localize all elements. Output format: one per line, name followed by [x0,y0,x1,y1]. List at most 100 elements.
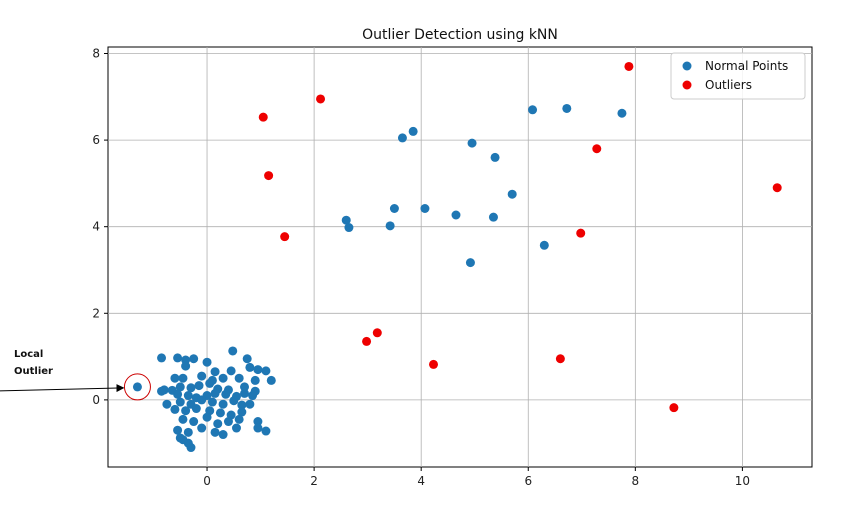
annotation-arrow [0,384,125,393]
outliers-point [576,228,586,238]
x-tick-label: 4 [417,474,425,488]
normal-points-point [170,404,180,414]
normal-points-point [178,373,188,383]
outliers-point [592,144,602,154]
annotation-label: Outlier [14,366,53,377]
normal-points-point [218,399,228,409]
outliers-point [428,359,438,369]
normal-points-point [237,407,247,417]
normal-points-point [218,373,228,383]
normal-points-point [234,373,244,383]
outliers-point [258,112,268,122]
normal-points-point [175,397,185,407]
normal-points-point [488,212,498,222]
local-outlier-annotation: Local Outlier [0,349,151,401]
y-tick-label: 4 [92,220,100,234]
normal-points-point [205,378,215,388]
normal-points-point [617,108,627,118]
normal-points-point [248,391,258,401]
x-tick-label: 10 [735,474,750,488]
y-tick-label: 8 [92,46,100,60]
y-tick-label: 0 [92,393,100,407]
normal-points-point [451,210,461,220]
x-axis-ticks: 0 2 4 6 8 10 [203,467,750,488]
local-outlier-ring [123,373,151,401]
normal-points-point [191,404,201,414]
normal-points-point [186,443,196,453]
chart-title: Outlier Detection using kNN [362,27,558,43]
normal-points-point [228,346,238,356]
x-tick-label: 6 [524,474,532,488]
normal-points-point [181,361,191,371]
normal-points-point [240,382,250,392]
normal-points-point [218,430,228,440]
normal-points-point [210,427,220,437]
normal-points-point [162,399,172,409]
normal-points-point [157,386,167,396]
normal-points-point [562,103,572,113]
normal-points-point [170,373,180,383]
normal-points-point [231,423,241,433]
normal-points-point [341,215,351,225]
normal-points-point [261,426,271,436]
normal-points-point [237,400,247,410]
normal-points-point [210,367,220,377]
normal-points-point [178,414,188,424]
normal-points-point [240,388,250,398]
legend-label-outliers: Outliers [705,78,752,92]
normal-points-point [183,391,193,401]
outliers-point [624,61,634,71]
normal-points-point [197,371,207,381]
normal-points-point [221,389,231,399]
outliers-point [280,232,290,242]
normal-points-point [465,258,475,268]
scatter-points [132,61,782,453]
legend-marker-normal-points [682,61,692,71]
normal-points-point [266,375,276,385]
legend-marker-outliers [682,80,692,90]
normal-points-point [229,396,239,406]
normal-points-point [197,395,207,405]
x-tick-label: 0 [203,474,211,488]
normal-points-point [253,423,263,433]
y-tick-label: 2 [92,306,100,320]
outliers-point [772,183,782,193]
x-tick-label: 8 [632,474,640,488]
normal-points-point [226,366,236,376]
normal-points-point [528,105,538,115]
normal-points-point [242,354,252,364]
normal-points-point [385,221,395,231]
normal-points-point [186,383,196,393]
normal-points-point [175,382,185,392]
annotation-label: Local [14,349,43,360]
normal-points-point [539,240,549,250]
normal-points-point [389,204,399,214]
y-tick-label: 6 [92,133,100,147]
y-axis-ticks: 0 2 4 6 8 [92,46,108,407]
normal-points-point [132,382,142,392]
normal-points-point [245,362,255,372]
legend-box [670,52,806,100]
normal-points-point [408,126,418,136]
normal-points-point [173,389,183,399]
normal-points-point [490,152,500,162]
normal-points-point [261,366,271,376]
normal-points-point [189,354,199,364]
normal-points-point [178,435,188,445]
normal-points-point [189,417,199,427]
normal-points-point [210,388,220,398]
normal-points-point [420,204,430,214]
outliers-point [264,171,274,181]
normal-points-point [213,419,223,429]
normal-points-point [173,425,183,435]
normal-points-point [215,408,225,418]
normal-points-point [202,357,212,367]
outliers-point [669,403,679,413]
normal-points-point [173,353,183,363]
normal-points-point [245,399,255,409]
outliers-point [362,336,372,346]
outliers-point [316,94,326,104]
normal-points-point [194,381,204,391]
normal-points-point [202,412,212,422]
